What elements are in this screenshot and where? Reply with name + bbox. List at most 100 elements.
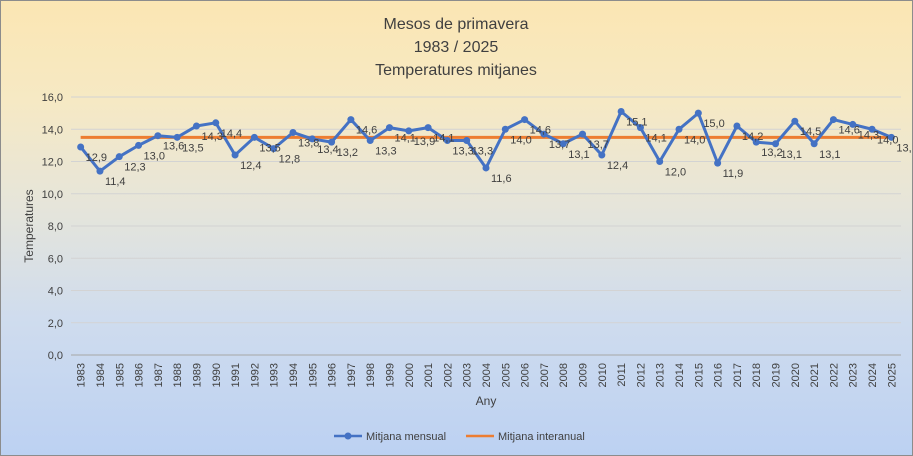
x-tick-label: 1997: [346, 363, 358, 387]
data-point: [849, 120, 857, 128]
data-label: 15,0: [703, 118, 724, 130]
data-label: 13,7: [588, 139, 609, 151]
x-tick-label: 2005: [500, 363, 512, 387]
x-tick-label: 1987: [153, 363, 165, 387]
data-point: [424, 124, 432, 132]
data-label: 12,8: [279, 154, 300, 166]
y-axis-title: Temperatures: [22, 189, 36, 262]
data-label: 13,3: [452, 146, 473, 158]
x-tick-label: 1984: [95, 363, 107, 387]
data-label: 14,6: [356, 125, 377, 137]
data-point: [270, 145, 278, 153]
x-tick-label: 2004: [481, 363, 493, 387]
data-point: [405, 127, 413, 135]
y-axis-ticks: 0,0 2,0 4,0 6,0 8,0 10,0 12,0 14,0 16,0: [42, 92, 63, 362]
data-point: [617, 108, 625, 116]
data-point: [212, 119, 220, 127]
data-point: [443, 137, 451, 145]
data-point: [598, 151, 606, 159]
data-point: [231, 151, 239, 159]
x-tick-label: 2007: [539, 363, 551, 387]
data-point: [482, 164, 490, 172]
data-point: [463, 137, 471, 145]
data-point: [733, 122, 741, 130]
x-axis-title: Any: [476, 394, 497, 408]
data-label: 14,1: [645, 133, 666, 145]
chart-title: Mesos de primavera 1983 / 2025 Temperatu…: [375, 16, 537, 79]
data-point: [192, 122, 200, 130]
y-tick-label: 8,0: [48, 221, 63, 233]
legend-item-mitjana-interanual: Mitjana interanual: [466, 431, 585, 443]
x-tick-label: 2021: [809, 363, 821, 387]
data-label: 14,6: [530, 125, 551, 137]
data-label: 13,0: [144, 150, 165, 162]
x-tick-label: 2015: [693, 363, 705, 387]
legend-label-mitjana-mensual: Mitjana mensual: [366, 431, 446, 443]
data-point: [675, 125, 683, 133]
x-tick-label: 2016: [713, 363, 725, 387]
data-point: [328, 138, 336, 146]
data-label: 14,4: [221, 128, 242, 140]
x-tick-label: 1986: [134, 363, 146, 387]
x-tick-label: 2014: [674, 363, 686, 387]
data-point: [656, 158, 664, 165]
x-tick-label: 1989: [191, 363, 203, 387]
data-label: 12,3: [124, 162, 145, 174]
data-point: [868, 125, 876, 133]
data-point: [887, 133, 895, 141]
data-label: 13,5: [896, 142, 912, 154]
legend: Mitjana mensual Mitjana interanual: [334, 431, 585, 443]
data-label: 14,5: [800, 126, 821, 138]
data-label: 13,7: [549, 139, 570, 151]
data-point: [752, 138, 760, 146]
data-point: [385, 124, 393, 132]
data-point: [810, 140, 818, 148]
x-tick-label: 2010: [597, 363, 609, 387]
data-label: 13,2: [761, 147, 782, 159]
x-tick-label: 1993: [269, 363, 281, 387]
chart-title-line-2: 1983 / 2025: [414, 39, 499, 56]
legend-item-mitjana-mensual: Mitjana mensual: [334, 431, 446, 443]
data-point: [579, 130, 587, 138]
x-tick-label: 2008: [558, 363, 570, 387]
x-tick-label: 2003: [462, 363, 474, 387]
data-label: 12,9: [86, 152, 107, 164]
legend-marker-mitjana-mensual: [344, 432, 352, 440]
data-label: 11,6: [491, 173, 512, 185]
data-label: 13,1: [819, 149, 840, 161]
data-label: 14,0: [510, 134, 531, 146]
data-label: 14,6: [838, 125, 859, 137]
series-mitjana-mensual: [77, 108, 895, 175]
x-tick-label: 2011: [616, 363, 628, 387]
data-label: 14,3: [201, 131, 222, 143]
data-point: [694, 109, 702, 117]
chart-title-line-1: Mesos de primavera: [384, 16, 529, 33]
data-point: [347, 116, 355, 124]
x-tick-label: 1985: [114, 363, 126, 387]
y-tick-label: 4,0: [48, 286, 63, 298]
x-tick-label: 1988: [172, 363, 184, 387]
data-point: [173, 133, 181, 141]
x-tick-label: 1998: [365, 363, 377, 387]
x-tick-label: 2000: [404, 363, 416, 387]
data-label: 13,3: [375, 146, 396, 158]
data-point: [791, 117, 799, 125]
x-axis-ticks: 1983 1984 1985 1986 1987 1988 1989 1990 1991 1992…: [76, 363, 899, 387]
data-label: 11,4: [105, 176, 126, 188]
data-point: [829, 116, 837, 124]
x-tick-label: 2022: [828, 363, 840, 387]
x-tick-label: 1994: [288, 363, 300, 387]
data-label: 14,1: [394, 133, 415, 145]
data-labels: 12,911,412,313,013,613,514,314,412,413,5…: [86, 117, 912, 189]
data-label: 13,6: [163, 141, 184, 153]
x-tick-label: 2023: [848, 363, 860, 387]
x-tick-label: 2025: [886, 363, 898, 387]
x-tick-label: 2002: [442, 363, 454, 387]
data-point: [366, 137, 374, 145]
data-point: [636, 124, 644, 132]
y-tick-label: 0,0: [48, 350, 63, 362]
data-label: 14,0: [877, 134, 898, 146]
y-tick-label: 14,0: [42, 124, 63, 136]
data-point: [501, 125, 509, 133]
